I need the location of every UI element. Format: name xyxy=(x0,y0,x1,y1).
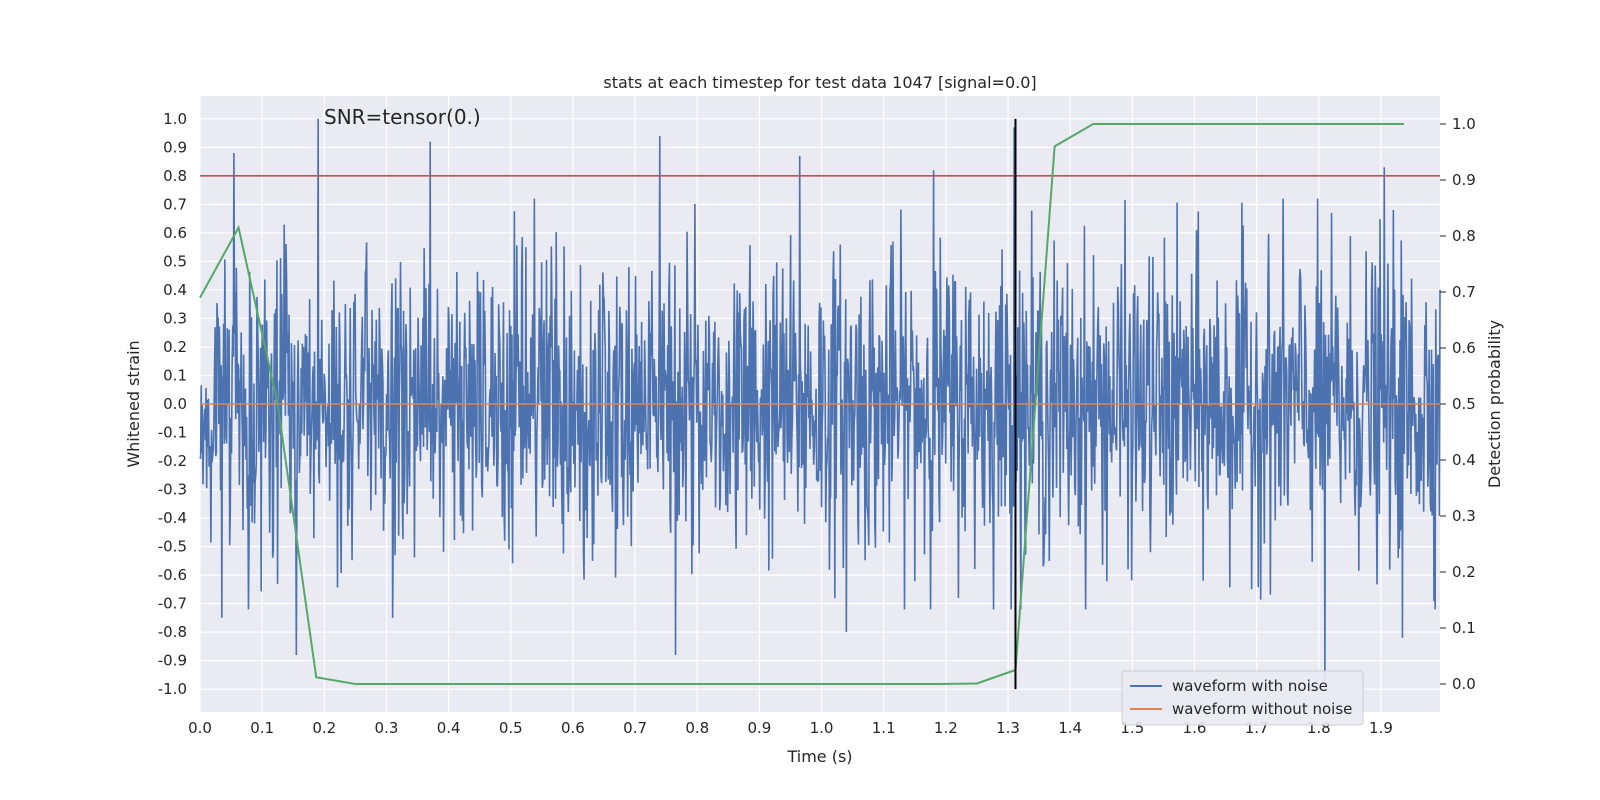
x-tick-label: 0.7 xyxy=(623,719,647,737)
y2-axis-label: Detection probability xyxy=(1485,320,1504,488)
y-tick-label: 0.6 xyxy=(163,224,187,242)
y-tick-label: -0.1 xyxy=(158,424,187,442)
y2-tick-label: 0.4 xyxy=(1452,451,1476,469)
y2-axis-ticks: 0.0 0.1 0.2 0.3 0.4 0.5 0.6 0.7 0.8 0.9 1.0 xyxy=(1440,115,1476,693)
x-tick-label: 0.3 xyxy=(375,719,399,737)
series-waveform-with-noise xyxy=(199,118,1441,681)
y-tick-label: 0.3 xyxy=(163,309,187,327)
y-axis-ticks: 1.0 0.9 0.8 0.7 0.6 0.5 0.4 0.3 0.2 0.1 0.0 -0.1 -0.… xyxy=(158,110,187,698)
y-tick-label: 0.5 xyxy=(163,252,187,270)
y2-tick-label: 0.8 xyxy=(1452,227,1476,245)
y-tick-label: -0.3 xyxy=(158,481,187,499)
x-tick-label: 0.6 xyxy=(561,719,585,737)
y-tick-label: 0.2 xyxy=(163,338,187,356)
y2-tick-label: 0.0 xyxy=(1452,675,1476,693)
x-tick-label: 0.5 xyxy=(499,719,523,737)
x-tick-label: 1.0 xyxy=(810,719,834,737)
y-tick-label: 1.0 xyxy=(163,110,187,128)
legend-label-clean: waveform without noise xyxy=(1172,700,1352,718)
series-detection-probability xyxy=(199,123,1404,685)
x-tick-label: 0.9 xyxy=(747,719,771,737)
x-tick-label: 0.0 xyxy=(188,719,212,737)
y2-tick-label: 0.1 xyxy=(1452,619,1476,637)
x-tick-label: 0.1 xyxy=(250,719,274,737)
series-layer xyxy=(199,118,1441,690)
y-tick-label: -1.0 xyxy=(158,680,187,698)
y2-tick-label: 0.6 xyxy=(1452,339,1476,357)
y2-tick-label: 0.3 xyxy=(1452,507,1476,525)
x-tick-label: 1.9 xyxy=(1369,719,1393,737)
x-tick-label: 1.4 xyxy=(1058,719,1082,737)
y-tick-label: 0.7 xyxy=(163,195,187,213)
y-tick-label: 0.9 xyxy=(163,138,187,156)
x-tick-label: 0.2 xyxy=(312,719,336,737)
y2-tick-label: 0.9 xyxy=(1452,171,1476,189)
y-tick-label: -0.9 xyxy=(158,652,187,670)
chart-title: stats at each timestep for test data 104… xyxy=(603,73,1036,92)
y-tick-label: 0.8 xyxy=(163,167,187,185)
y2-tick-label: 0.5 xyxy=(1452,395,1476,413)
legend-box xyxy=(1121,670,1364,726)
y-tick-label: -0.7 xyxy=(158,595,187,613)
x-tick-label: 1.3 xyxy=(996,719,1020,737)
y2-tick-label: 0.2 xyxy=(1452,563,1476,581)
x-tick-label: 1.2 xyxy=(934,719,958,737)
x-axis-label: Time (s) xyxy=(786,747,852,766)
y-tick-label: 0.4 xyxy=(163,281,187,299)
y-axis-label: Whitened strain xyxy=(124,340,143,467)
x-tick-label: 0.8 xyxy=(685,719,709,737)
y-tick-label: -0.6 xyxy=(158,566,187,584)
y-tick-label: 0.0 xyxy=(163,395,187,413)
y-tick-label: -0.5 xyxy=(158,538,187,556)
y-tick-label: -0.2 xyxy=(158,452,187,470)
legend: waveform with noise waveform without noi… xyxy=(1121,670,1364,726)
legend-label-noise: waveform with noise xyxy=(1172,677,1328,695)
y-tick-label: 0.1 xyxy=(163,366,187,384)
snr-annotation: SNR=tensor(0.) xyxy=(324,105,481,129)
x-tick-label: 0.4 xyxy=(437,719,461,737)
x-tick-label: 1.1 xyxy=(872,719,896,737)
y-tick-label: -0.8 xyxy=(158,623,187,641)
y-tick-label: -0.4 xyxy=(158,509,187,527)
y2-tick-label: 1.0 xyxy=(1452,115,1476,133)
y2-tick-label: 0.7 xyxy=(1452,283,1476,301)
